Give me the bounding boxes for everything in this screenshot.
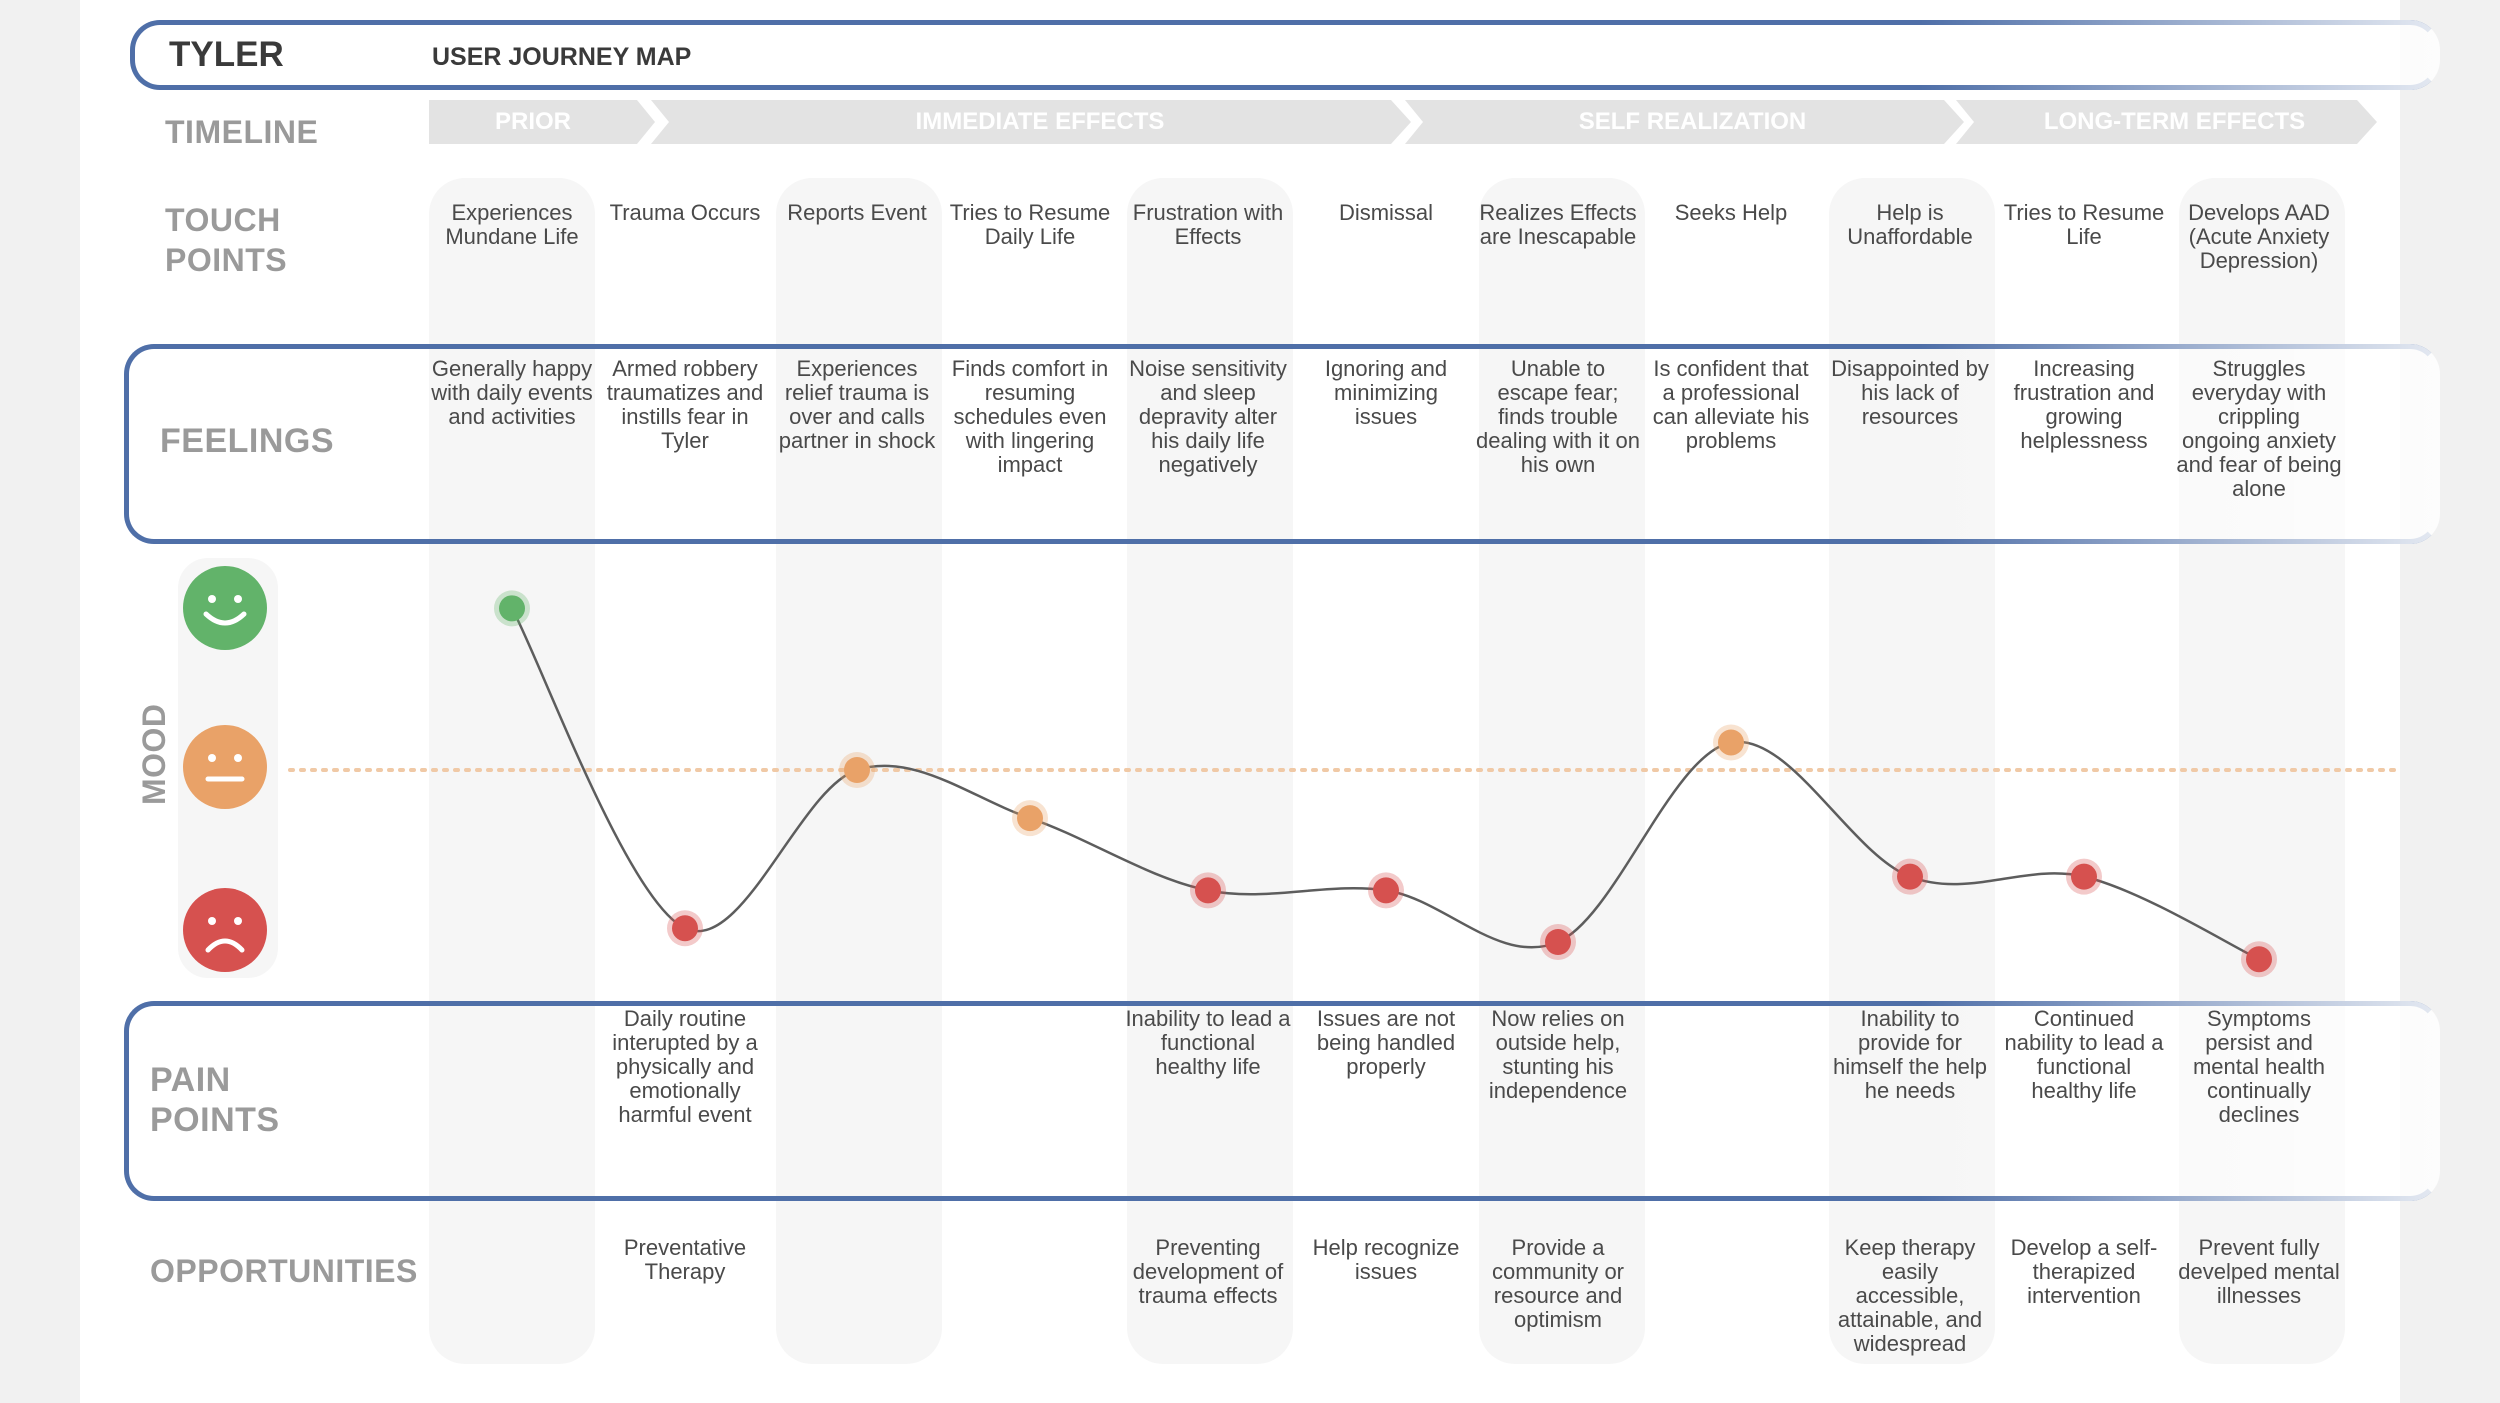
mood-point-sad bbox=[2071, 863, 2097, 890]
feeling-cell: Is confident that a professional can all… bbox=[1652, 356, 1810, 453]
mood-point-neutral bbox=[1718, 729, 1744, 756]
feeling-cell: Unable to escape fear; finds trouble dea… bbox=[1476, 356, 1640, 477]
feeling-cell: Struggles everyday with crippling ongoin… bbox=[2176, 356, 2342, 501]
pain-points-panel bbox=[124, 1001, 2440, 1201]
journey-map-canvas: TYLER USER JOURNEY MAP TIMELINE PRIOR IM… bbox=[80, 0, 2440, 1403]
mood-point-neutral bbox=[1017, 805, 1043, 832]
feeling-cell: Armed robbery traumatizes and instills f… bbox=[606, 356, 764, 453]
phase-self-realization: SELF REALIZATION bbox=[1578, 108, 1807, 135]
mood-point-sad bbox=[1195, 877, 1221, 904]
phase-long-term-effects: LONG-TERM EFFECTS bbox=[2043, 108, 2306, 135]
pain-point-cell: Continued nability to lead a functional … bbox=[2004, 1006, 2164, 1103]
touch-point-cell: Trauma Occurs bbox=[609, 200, 761, 225]
pain-point-cell: Inability to provide for himself the hel… bbox=[1832, 1006, 1988, 1103]
feeling-cell: Noise sensitivity and sleep depravity al… bbox=[1129, 356, 1287, 477]
phase-arrow-self bbox=[1405, 100, 1964, 144]
sad-icon bbox=[183, 888, 267, 972]
touch-point-cell: Tries to Resume Life bbox=[2003, 200, 2165, 249]
touch-point-cell: Frustration with Effects bbox=[1132, 200, 1284, 249]
pain-points-label: PAIN POINTS bbox=[150, 1060, 280, 1140]
column-band bbox=[1127, 178, 1293, 1364]
mood-chart bbox=[288, 590, 2400, 978]
timeline-arrows bbox=[429, 100, 2377, 144]
phase-arrow-long bbox=[1956, 100, 2377, 144]
mood-point-sad bbox=[1373, 877, 1399, 904]
feeling-cell: Disappointed by his lack of resources bbox=[1831, 356, 1989, 429]
feelings-label: FEELINGS bbox=[160, 422, 335, 460]
touch-point-cell: Seeks Help bbox=[1674, 200, 1788, 225]
opportunity-cell: Provide a community or resource and opti… bbox=[1491, 1235, 1625, 1332]
feeling-cell: Ignoring and minimizing issues bbox=[1324, 356, 1448, 429]
mood-point-sad bbox=[1545, 929, 1571, 955]
pain-points-label-line2: POINTS bbox=[150, 1101, 280, 1139]
timeline-label: TIMELINE bbox=[165, 114, 319, 150]
column-band bbox=[1479, 178, 1645, 1364]
map-title: USER JOURNEY MAP bbox=[432, 43, 692, 71]
opportunities-label: OPPORTUNITIES bbox=[150, 1253, 418, 1289]
feelings-panel bbox=[124, 344, 2440, 544]
touch-point-cell: Help is Unaffordable bbox=[1847, 200, 1973, 249]
feeling-cell: Increasing frustration and growing helpl… bbox=[2013, 356, 2155, 453]
touch-point-cell: Develops AAD (Acute Anxiety Depression) bbox=[2188, 200, 2330, 273]
pain-point-cell: Symptoms persist and mental health conti… bbox=[2192, 1006, 2326, 1127]
opportunity-cell: Prevent fully develped mental illnesses bbox=[2178, 1235, 2340, 1308]
pain-point-cell: Inability to lead a functional healthy l… bbox=[1125, 1006, 1291, 1079]
touch-point-cell: Dismissal bbox=[1338, 200, 1434, 225]
touch-point-cell: Experiences Mundane Life bbox=[445, 200, 579, 249]
pain-point-cell: Now relies on outside help, stunting his… bbox=[1488, 1006, 1628, 1103]
touch-points-label-line1: TOUCH bbox=[165, 202, 281, 238]
touch-points-label-line2: POINTS bbox=[165, 242, 288, 278]
opportunity-cell: Preventing development of trauma effects bbox=[1132, 1235, 1284, 1308]
mood-point-sad bbox=[672, 915, 698, 942]
touch-point-cell: Tries to Resume Daily Life bbox=[949, 200, 1111, 249]
mood-point-sad bbox=[1897, 863, 1923, 890]
opportunity-cell: Develop a self-therapized intervention bbox=[2010, 1235, 2158, 1308]
phase-arrow-prior bbox=[429, 100, 655, 144]
phase-arrow-immediate bbox=[651, 100, 1411, 144]
phase-immediate-effects: IMMEDIATE EFFECTS bbox=[915, 108, 1165, 135]
opportunity-cell: Help recognize issues bbox=[1312, 1235, 1460, 1284]
feeling-cell: Experiences relief trauma is over and ca… bbox=[778, 356, 936, 453]
feeling-cell: Finds comfort in resuming schedules even… bbox=[951, 356, 1109, 477]
pain-points-label-line1: PAIN bbox=[150, 1061, 231, 1099]
touch-point-cell: Reports Event bbox=[787, 200, 927, 225]
neutral-icon bbox=[183, 725, 267, 809]
mood-point-sad bbox=[2246, 946, 2272, 973]
opportunity-cell: Preventative Therapy bbox=[623, 1235, 747, 1284]
pain-point-cell: Issues are not being handled properly bbox=[1316, 1006, 1456, 1079]
phase-prior: PRIOR bbox=[494, 108, 571, 135]
touch-points-label: TOUCH POINTS bbox=[165, 200, 287, 280]
pain-point-cell: Daily routine interupted by a physically… bbox=[612, 1006, 758, 1127]
user-name: TYLER bbox=[169, 35, 284, 74]
mood-point-happy bbox=[499, 595, 525, 622]
touch-point-cell: Realizes Effects are Inescapable bbox=[1479, 200, 1637, 249]
header-panel bbox=[130, 20, 2440, 90]
feeling-cell: Generally happy with daily events and ac… bbox=[431, 356, 593, 429]
opportunity-cell: Keep therapy easily accessible, attainab… bbox=[1837, 1235, 1983, 1356]
happy-icon bbox=[183, 566, 267, 650]
mood-point-neutral bbox=[844, 757, 870, 783]
